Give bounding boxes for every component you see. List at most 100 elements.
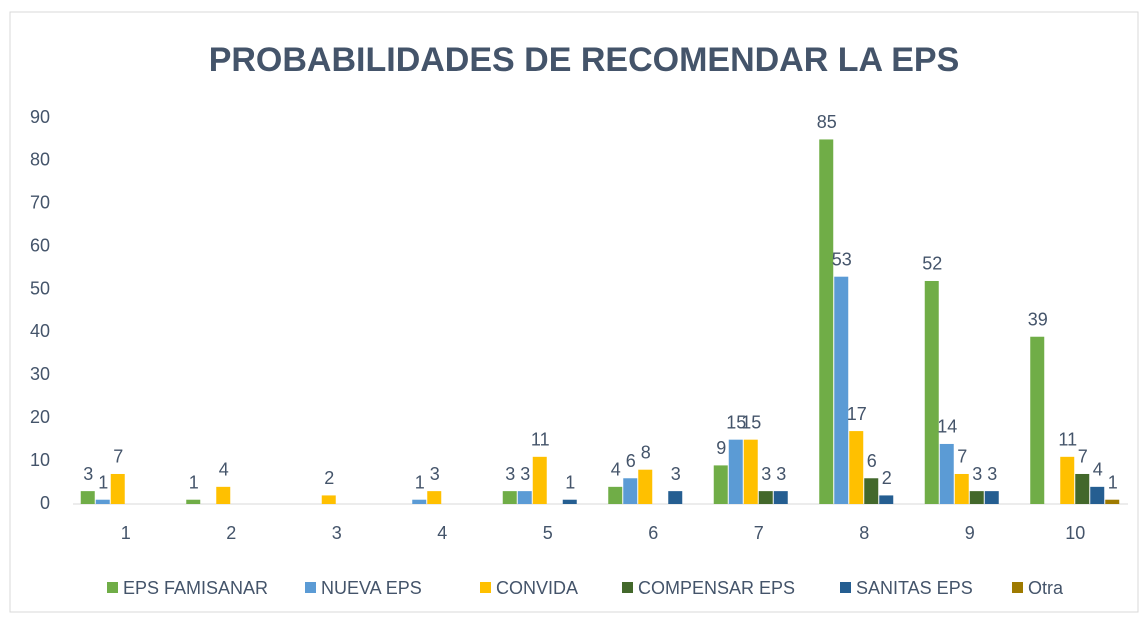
chart-border — [9, 11, 1139, 613]
bar — [1060, 456, 1075, 504]
data-label: 2 — [324, 468, 334, 488]
chart-title: PROBABILIDADES DE RECOMENDAR LA EPS — [209, 41, 960, 79]
bar — [1075, 473, 1090, 504]
data-label: 7 — [1078, 447, 1088, 467]
bar — [879, 495, 894, 504]
data-label: 3 — [776, 464, 786, 484]
legend-marker — [622, 582, 633, 593]
bar — [186, 499, 201, 504]
x-tick-label: 5 — [543, 523, 553, 543]
bar — [532, 456, 547, 504]
y-tick-label: 50 — [30, 278, 50, 298]
data-label: 1 — [565, 472, 575, 492]
bar — [758, 491, 773, 504]
y-tick-label: 30 — [30, 364, 50, 384]
bar — [954, 473, 969, 504]
data-label: 9 — [716, 438, 726, 458]
data-label: 8 — [641, 442, 651, 462]
data-label: 39 — [1028, 309, 1048, 329]
data-label: 11 — [531, 430, 550, 450]
bar — [321, 495, 336, 504]
y-tick-label: 90 — [30, 107, 50, 127]
data-label: 85 — [817, 112, 837, 132]
data-label: 4 — [219, 460, 229, 480]
data-label: 15 — [726, 412, 746, 432]
data-label: 1 — [189, 472, 199, 492]
data-label: 3 — [972, 464, 982, 484]
y-tick-label: 40 — [30, 321, 50, 341]
bar — [864, 478, 879, 504]
data-label: 1 — [98, 472, 108, 492]
data-label: 6 — [867, 451, 877, 471]
bar — [623, 478, 638, 504]
data-label: 3 — [520, 464, 530, 484]
legend-label: COMPENSAR EPS — [638, 578, 795, 598]
legend-label: EPS FAMISANAR — [123, 578, 268, 598]
data-label: 15 — [741, 412, 761, 432]
data-label: 6 — [626, 451, 636, 471]
legend-label: NUEVA EPS — [321, 578, 422, 598]
legend-marker — [1012, 582, 1023, 593]
data-label: 3 — [671, 464, 681, 484]
x-tick-label: 7 — [754, 523, 764, 543]
legend-marker — [305, 582, 316, 593]
data-label: 3 — [83, 464, 93, 484]
data-label: 2 — [882, 468, 892, 488]
data-label: 4 — [611, 460, 621, 480]
bar — [1030, 336, 1045, 504]
data-label: 1 — [1108, 472, 1118, 492]
bar — [984, 491, 999, 504]
bar — [924, 280, 939, 504]
bar — [412, 499, 427, 504]
bar — [668, 491, 683, 504]
x-tick-label: 4 — [437, 523, 447, 543]
y-tick-label: 60 — [30, 235, 50, 255]
y-tick-label: 70 — [30, 193, 50, 213]
data-label: 3 — [761, 464, 771, 484]
x-tick-label: 8 — [859, 523, 869, 543]
data-label: 53 — [832, 249, 852, 269]
bar — [773, 491, 788, 504]
bar — [743, 439, 758, 504]
data-label: 3 — [505, 464, 515, 484]
y-tick-label: 80 — [30, 150, 50, 170]
legend-marker — [480, 582, 491, 593]
data-label: 52 — [922, 254, 942, 274]
x-tick-label: 6 — [648, 523, 658, 543]
data-label: 3 — [987, 464, 997, 484]
bar — [834, 276, 849, 504]
x-tick-label: 1 — [121, 523, 131, 543]
bar — [427, 491, 442, 504]
data-label: 4 — [1093, 460, 1103, 480]
x-tick-label: 3 — [332, 523, 342, 543]
legend-marker — [840, 582, 851, 593]
data-label: 1 — [415, 472, 425, 492]
legend-label: Otra — [1028, 578, 1064, 598]
bar — [638, 469, 653, 504]
bar — [819, 139, 834, 504]
legend-label: SANITAS EPS — [856, 578, 973, 598]
bar — [110, 473, 125, 504]
data-label: 3 — [430, 464, 440, 484]
bar — [849, 431, 864, 504]
bar — [1090, 486, 1105, 504]
legend-marker — [107, 582, 118, 593]
y-tick-label: 20 — [30, 407, 50, 427]
bar — [562, 499, 577, 504]
y-tick-label: 0 — [40, 493, 50, 513]
bar — [95, 499, 110, 504]
data-label: 11 — [1058, 430, 1077, 450]
bar — [728, 439, 743, 504]
x-tick-label: 10 — [1065, 523, 1085, 543]
bar — [216, 486, 231, 504]
data-label: 17 — [847, 404, 867, 424]
bar — [502, 491, 517, 504]
bar — [969, 491, 984, 504]
bar — [939, 443, 954, 504]
bar — [1105, 499, 1120, 504]
data-label: 7 — [957, 447, 967, 467]
bar — [517, 491, 532, 504]
y-tick-label: 10 — [30, 450, 50, 470]
bar — [80, 491, 95, 504]
